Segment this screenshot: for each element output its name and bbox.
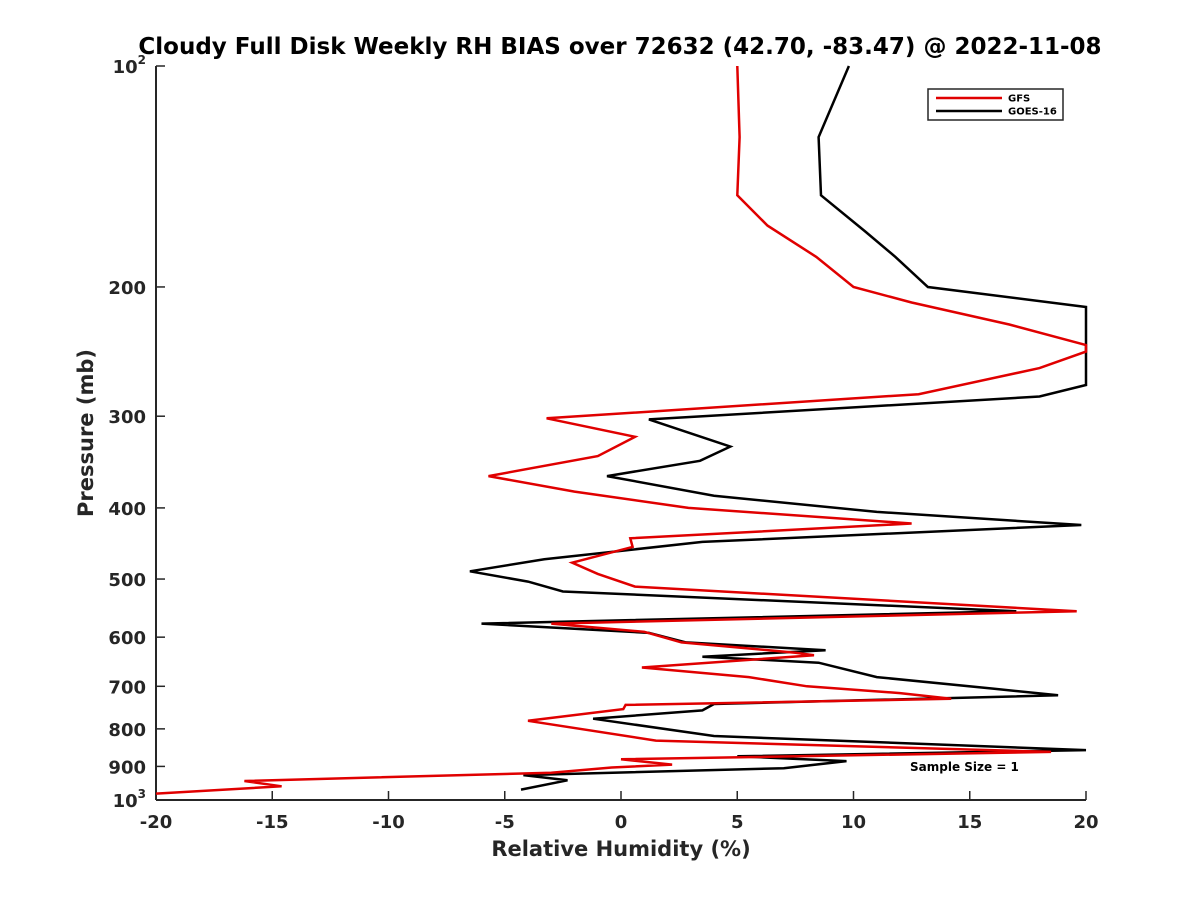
y-tick-label: 900	[108, 757, 146, 778]
x-tick-label: -5	[495, 812, 515, 833]
y-tick-label: 300	[108, 407, 146, 428]
y-tick-exponent: 3	[138, 787, 146, 801]
legend-box	[927, 88, 1064, 121]
sample-size-annotation: Sample Size = 1	[910, 760, 1019, 774]
series-line-gfs	[155, 65, 1088, 795]
y-tick-label: 200	[108, 278, 146, 299]
y-tick-label: 102	[113, 53, 146, 78]
y-tick-label: 500	[108, 570, 146, 591]
y-tick-base: 10	[113, 57, 138, 78]
legend-label-gfs: GFS	[1008, 94, 1030, 105]
y-tick-label: 800	[108, 720, 146, 741]
x-tick-label: -20	[140, 812, 173, 833]
y-tick-label: 103	[113, 787, 146, 812]
chart-title: Cloudy Full Disk Weekly RH BIAS over 726…	[138, 34, 1101, 60]
x-axis-label: Relative Humidity (%)	[491, 837, 750, 861]
legend-label-goes16: GOES-16	[1008, 107, 1057, 118]
x-tick-label: 15	[957, 812, 982, 833]
x-tick-label: 10	[841, 812, 866, 833]
y-tick-label: 400	[108, 499, 146, 520]
series-line-goes16	[469, 65, 1088, 791]
y-tick-exponent: 2	[138, 53, 146, 67]
y-tick-label: 600	[108, 628, 146, 649]
x-tick-label: 20	[1073, 812, 1098, 833]
y-axis-label: Pressure (mb)	[74, 349, 98, 517]
x-ticks: -20 -15 -10 -5 0 5 10 15 20	[140, 791, 1099, 833]
y-tick-base: 10	[113, 791, 138, 812]
legend: GFS GOES-16	[927, 88, 1064, 121]
x-tick-label: 5	[731, 812, 744, 833]
x-tick-label: -10	[372, 812, 405, 833]
x-tick-label: -15	[256, 812, 289, 833]
series-layer	[155, 65, 1088, 795]
y-tick-label: 700	[108, 677, 146, 698]
x-tick-label: 0	[615, 812, 628, 833]
